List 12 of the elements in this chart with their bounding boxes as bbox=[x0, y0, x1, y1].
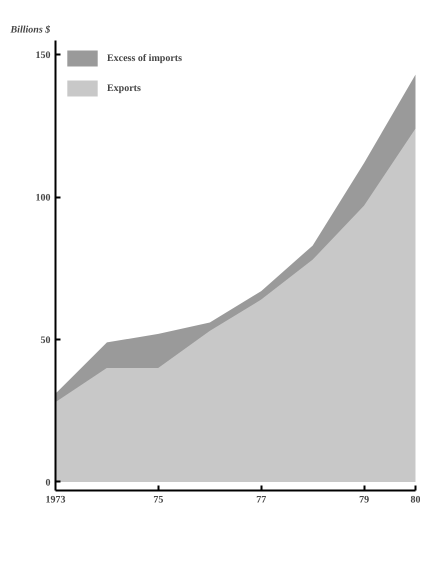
y-tick-label: 150 bbox=[36, 50, 50, 62]
x-tick-label: 80 bbox=[410, 494, 420, 506]
y-axis-title: Billions $ bbox=[10, 24, 50, 36]
legend-label: Excess of imports bbox=[107, 52, 182, 64]
x-tick-label: 75 bbox=[153, 494, 164, 506]
y-tick-label: 0 bbox=[46, 477, 50, 488]
x-tick-label: 1973 bbox=[46, 494, 66, 506]
x-tick-label: 79 bbox=[359, 494, 370, 506]
x-tick-label: 77 bbox=[256, 494, 266, 506]
y-tick-label: 100 bbox=[36, 192, 50, 204]
y-tick-label: 50 bbox=[40, 335, 50, 346]
legend-label: Exports bbox=[107, 82, 141, 94]
